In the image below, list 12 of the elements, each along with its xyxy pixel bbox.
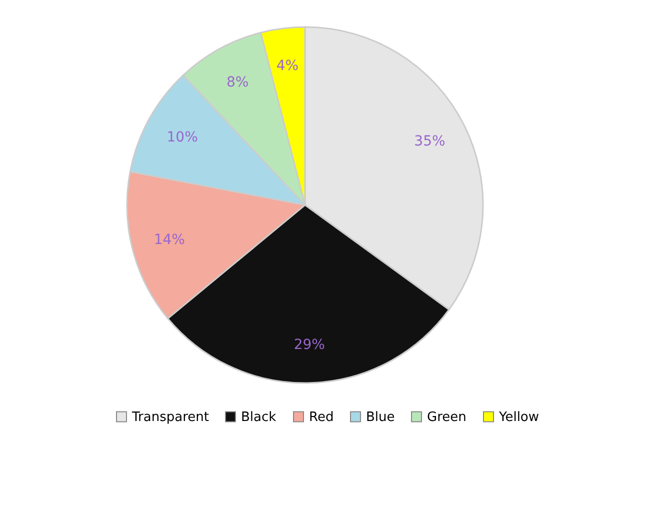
data-label: 35% bbox=[414, 133, 446, 150]
legend-label: Black bbox=[241, 410, 277, 425]
legend-label: Transparent bbox=[131, 410, 209, 425]
data-label: 8% bbox=[226, 74, 249, 90]
legend-label: Blue bbox=[366, 410, 395, 425]
legend-label: Red bbox=[309, 410, 334, 425]
data-label: 10% bbox=[166, 130, 198, 146]
legend-label: Yellow bbox=[498, 410, 540, 425]
data-label: 29% bbox=[294, 336, 325, 353]
data-label: 14% bbox=[154, 232, 185, 248]
legend-label: Green bbox=[427, 410, 466, 425]
data-label: 4% bbox=[276, 58, 299, 74]
